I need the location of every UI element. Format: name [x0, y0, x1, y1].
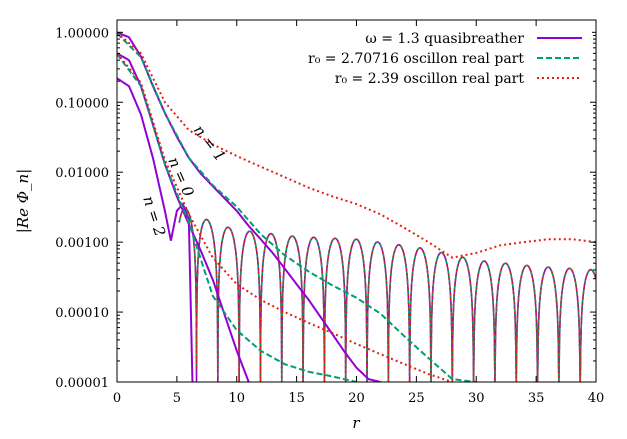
annotation-n1: n = 1: [190, 121, 230, 165]
y-tick-label: 0.10000: [55, 96, 109, 111]
y-tick-label: 0.00100: [55, 236, 109, 251]
legend-entry-1: ω = 1.3 quasibreather: [365, 31, 524, 47]
y-tick-label: 1.00000: [55, 26, 109, 41]
x-axis: 0 5 10 15 20 25 30 35 40: [113, 20, 604, 406]
x-tick-label: 20: [348, 391, 365, 406]
plot-area: [117, 31, 596, 382]
legend: ω = 1.3 quasibreather r₀ = 2.70716 oscil…: [260, 26, 592, 90]
annotation-n2: n = 2: [139, 194, 169, 239]
x-tick-label: 5: [173, 391, 181, 406]
x-tick-label: 25: [408, 391, 425, 406]
x-tick-label: 10: [228, 391, 245, 406]
series-2-curve-n1: [117, 31, 596, 259]
x-axis-label: r: [352, 414, 360, 432]
y-tick-label: 0.00001: [55, 376, 109, 391]
series-0-curve-n2: [117, 77, 194, 382]
legend-entry-2: r₀ = 2.70716 oscillon real part: [308, 51, 524, 67]
series-1-curve-n1: [117, 32, 477, 382]
legend-entry-3: r₀ = 2.39 oscillon real part: [335, 71, 525, 87]
y-axis-label: |Re Φ_n|: [14, 169, 32, 234]
x-tick-label: 40: [588, 391, 605, 406]
y-tick-label: 0.00010: [55, 306, 109, 321]
y-axis: 1.00000 0.10000 0.01000 0.00100 0.00010 0.000…: [55, 26, 596, 391]
x-tick-label: 30: [468, 391, 485, 406]
x-tick-label: 0: [113, 391, 121, 406]
series-2-tail: [178, 207, 596, 382]
x-tick-label: 35: [528, 391, 545, 406]
x-tick-label: 15: [288, 391, 305, 406]
series-1-curve-n0: [117, 53, 357, 382]
y-tick-label: 0.01000: [55, 166, 109, 181]
series-2-curve-n0: [117, 52, 453, 382]
